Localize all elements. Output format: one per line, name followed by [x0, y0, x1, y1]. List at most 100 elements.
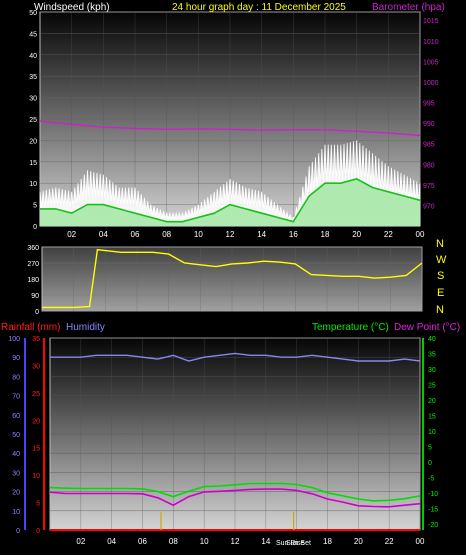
- x-tick-label: 18: [321, 230, 330, 239]
- x-tick-label: 14: [257, 230, 266, 239]
- temperature-y-tick: 10: [428, 429, 436, 436]
- rainfall-y-tick: 0: [36, 528, 40, 535]
- graph-day-title: 24 hour graph day : 11 December 2025: [172, 2, 346, 13]
- x-tick-label: 06: [131, 230, 140, 239]
- wind-y-tick: 15: [29, 160, 37, 167]
- humidity-series: [50, 352, 421, 362]
- humidity-y-tick: 10: [12, 509, 20, 516]
- direction-y-tick: 180: [27, 277, 39, 284]
- wind-y-tick: 0: [33, 224, 37, 231]
- temperature-y-tick: 30: [428, 367, 436, 374]
- sunrise-label: Sun Rise: [276, 540, 305, 547]
- temperature-title: Temperature (°C): [312, 322, 389, 333]
- humidity-y-tick: 100: [8, 336, 20, 343]
- humidity-y-tick: 40: [12, 451, 20, 458]
- direction-series: [42, 248, 423, 309]
- wind-y-tick: 20: [29, 138, 37, 145]
- rainfall-y-tick: 15: [32, 446, 40, 453]
- temperature-series: [49, 482, 421, 502]
- rainfall-title: Rainfall (mm): [1, 322, 60, 333]
- temperature-y-tick: -10: [428, 491, 438, 498]
- x-tick-label: 16: [289, 230, 298, 239]
- temperature-y-tick: -20: [428, 522, 438, 529]
- wind-y-tick: 5: [33, 203, 37, 210]
- x-tick-label: 08: [169, 537, 178, 546]
- compass-s: S: [437, 270, 444, 282]
- barometer-y-tick: 970: [423, 203, 435, 210]
- wind-average-fill: [40, 178, 420, 226]
- x-tick-label: 12: [231, 537, 240, 546]
- barometer-y-tick: 990: [423, 121, 435, 128]
- wind-y-tick: 35: [29, 74, 37, 81]
- compass-n-top: N: [436, 238, 444, 250]
- barometer-y-tick: 980: [423, 162, 435, 169]
- humidity-y-tick: 0: [16, 528, 20, 535]
- x-tick-label: 06: [138, 537, 147, 546]
- wind-y-tick: 50: [29, 10, 37, 17]
- sunset-label: Sun Set: [286, 540, 311, 547]
- x-tick-label: 20: [354, 537, 363, 546]
- compass-n-bottom: N: [436, 304, 444, 316]
- temperature-y-tick: 15: [428, 413, 436, 420]
- temperature-y-tick: -15: [428, 506, 438, 513]
- barometer-y-tick: 975: [423, 183, 435, 190]
- wind-y-tick: 25: [29, 117, 37, 124]
- direction-y-tick: 360: [27, 245, 39, 252]
- x-tick-label: 00: [416, 230, 425, 239]
- windspeed-title: Windspeed (kph): [34, 2, 110, 13]
- x-tick-label: 14: [261, 537, 270, 546]
- x-tick-label: 10: [194, 230, 203, 239]
- rainfall-y-tick: 30: [32, 363, 40, 370]
- direction-y-tick: 0: [35, 309, 39, 316]
- compass-w: W: [436, 254, 447, 266]
- temperature-y-tick: 40: [428, 336, 436, 343]
- rainfall-y-tick: 35: [32, 336, 40, 343]
- barometer-series: [39, 120, 421, 137]
- x-tick-label: 22: [385, 537, 394, 546]
- chart-marks: [39, 120, 423, 531]
- x-tick-label: 12: [226, 230, 235, 239]
- barometer-y-tick: 1005: [423, 59, 439, 66]
- temperature-y-tick: 25: [428, 382, 436, 389]
- humidity-y-tick: 50: [12, 432, 20, 439]
- wind-average-series: [40, 178, 421, 223]
- x-tick-label: 02: [76, 537, 85, 546]
- x-tick-label: 04: [107, 537, 116, 546]
- x-tick-label: 02: [67, 230, 76, 239]
- dewpoint-series: [49, 488, 421, 508]
- direction-y-tick: 270: [27, 261, 39, 268]
- humidity-y-tick: 80: [12, 374, 20, 381]
- x-tick-label: 18: [323, 537, 332, 546]
- x-tick-label: 20: [352, 230, 361, 239]
- rainfall-y-tick: 25: [32, 391, 40, 398]
- barometer-y-tick: 995: [423, 101, 435, 108]
- humidity-y-tick: 70: [12, 394, 20, 401]
- humidity-y-tick: 90: [12, 355, 20, 362]
- temperature-y-tick: 5: [428, 444, 432, 451]
- direction-y-tick: 90: [31, 293, 39, 300]
- temperature-y-tick: -5: [428, 475, 434, 482]
- temperature-y-tick: 20: [428, 398, 436, 405]
- rainfall-y-tick: 5: [36, 501, 40, 508]
- barometer-y-tick: 1015: [423, 18, 439, 25]
- barometer-y-tick: 985: [423, 142, 435, 149]
- humidity-y-tick: 30: [12, 470, 20, 477]
- wind-y-tick: 30: [29, 96, 37, 103]
- barometer-title: Barometer (hpa): [372, 2, 445, 13]
- compass-e: E: [437, 287, 444, 299]
- barometer-y-tick: 1010: [423, 39, 439, 46]
- wind-y-tick: 40: [29, 53, 37, 60]
- temperature-y-tick: 35: [428, 351, 436, 358]
- axis-ticks: 0510152025303540455097097598098599099510…: [8, 10, 438, 546]
- x-tick-label: 00: [416, 537, 425, 546]
- temperature-y-tick: 0: [428, 460, 432, 467]
- wind-y-tick: 10: [29, 181, 37, 188]
- humidity-title: Humidity: [66, 322, 105, 333]
- humidity-y-tick: 60: [12, 413, 20, 420]
- humidity-y-tick: 20: [12, 490, 20, 497]
- wind-y-tick: 45: [29, 31, 37, 38]
- x-tick-label: 04: [99, 230, 108, 239]
- x-tick-label: 10: [200, 537, 209, 546]
- barometer-y-tick: 1000: [423, 80, 439, 87]
